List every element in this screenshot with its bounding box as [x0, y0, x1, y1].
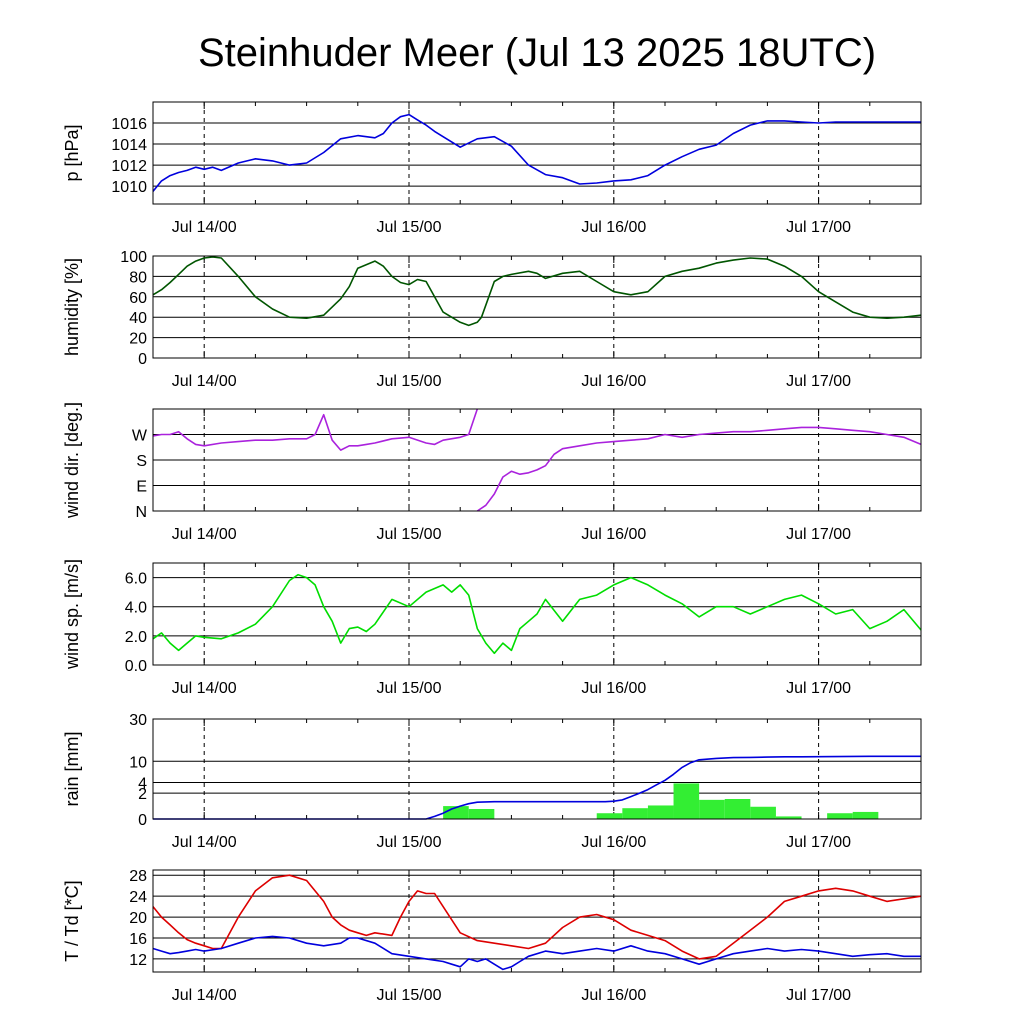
plot-frame	[152, 562, 922, 666]
y-tick-label: 10	[129, 754, 147, 771]
y-tick-label: 0.0	[125, 658, 147, 675]
y-tick-label: 4.0	[125, 600, 147, 617]
x-tick-label: Jul 15/00	[377, 373, 442, 390]
y-axis-label: rain [mm]	[62, 731, 82, 806]
chart-title: Steinhuder Meer (Jul 13 2025 18UTC)	[198, 31, 876, 75]
y-axis-label: wind sp. [m/s]	[62, 559, 82, 670]
x-tick-label: Jul 16/00	[581, 987, 646, 1004]
x-tick-label: Jul 14/00	[172, 680, 237, 697]
y-axis-label: T / Td [*C]	[62, 880, 82, 961]
x-tick-label: Jul 17/00	[786, 680, 851, 697]
x-tick-label: Jul 17/00	[786, 526, 851, 543]
y-tick-label: 6.0	[125, 571, 147, 588]
y-axis-label: p [hPa]	[62, 124, 82, 181]
plot-frame	[152, 101, 922, 205]
x-tick-label: Jul 16/00	[581, 680, 646, 697]
x-tick-label: Jul 17/00	[786, 987, 851, 1004]
x-tick-label: Jul 15/00	[377, 219, 442, 236]
y-tick-label: 40	[129, 310, 147, 327]
y-axis-label: wind dir. [deg.]	[62, 402, 82, 519]
x-tick-label: Jul 16/00	[581, 834, 646, 851]
panel-5: 12 16 20 24 28 T / Td [*C] Jul 14/00 Jul 15/00 J…	[62, 868, 922, 1004]
series-line	[152, 935, 921, 971]
y-tick-label: 20	[129, 331, 147, 348]
y-tick-label: 80	[129, 269, 147, 286]
series-line	[152, 573, 922, 655]
rain-bar	[468, 809, 495, 819]
y-axis-label: humidity [%]	[62, 258, 82, 356]
series-line	[152, 113, 921, 192]
x-tick-label: Jul 16/00	[581, 219, 646, 236]
series-line	[152, 408, 479, 451]
x-tick-label: Jul 15/00	[377, 834, 442, 851]
y-tick-label: 0	[138, 351, 147, 368]
x-tick-label: Jul 16/00	[581, 526, 646, 543]
x-tick-label: Jul 14/00	[172, 834, 237, 851]
y-tick-label: 0	[138, 812, 147, 829]
y-tick-label: W	[132, 428, 148, 445]
rain-bar	[647, 805, 674, 819]
y-tick-label: 60	[129, 290, 147, 307]
x-tick-label: Jul 16/00	[581, 373, 646, 390]
y-tick-label: 30	[129, 712, 147, 729]
y-tick-label: 1010	[111, 179, 147, 196]
y-tick-label: 28	[129, 868, 147, 885]
series-line	[152, 874, 922, 960]
rain-bar	[673, 783, 700, 819]
x-tick-label: Jul 14/00	[172, 987, 237, 1004]
x-tick-label: Jul 14/00	[172, 219, 237, 236]
series-line	[153, 755, 921, 820]
x-tick-label: Jul 17/00	[786, 834, 851, 851]
x-tick-label: Jul 17/00	[786, 373, 851, 390]
rain-bar	[750, 806, 776, 819]
x-tick-label: Jul 14/00	[172, 526, 237, 543]
rain-bar	[775, 816, 802, 819]
y-tick-label: 1014	[111, 137, 147, 154]
y-tick-label: 1012	[111, 158, 147, 175]
panel-0: 1010 1012 1014 1016 p [hPa] Jul 14/00 Jul 15/0…	[62, 101, 922, 236]
panel-4: 0 24 10 30 rain [mm] Jul 14/00 Jul 15/00 Jul 16…	[62, 712, 922, 851]
y-tick-label: 2.0	[125, 629, 147, 646]
plot-frame	[152, 408, 922, 512]
y-tick-label: 2	[138, 786, 147, 803]
x-tick-label: Jul 15/00	[377, 680, 442, 697]
rain-bar	[724, 799, 751, 819]
rain-bar	[622, 808, 648, 819]
y-tick-label: 12	[129, 952, 147, 969]
x-tick-label: Jul 17/00	[786, 219, 851, 236]
y-tick-label: 4	[138, 775, 147, 792]
rain-bar	[699, 799, 725, 819]
y-tick-label: N	[135, 504, 147, 521]
series-line	[152, 256, 922, 327]
plot-frame	[152, 869, 922, 973]
x-tick-label: Jul 14/00	[172, 373, 237, 390]
y-tick-label: S	[136, 453, 147, 470]
x-tick-label: Jul 15/00	[377, 987, 442, 1004]
series-line	[476, 426, 922, 512]
rain-bar	[596, 813, 623, 819]
y-tick-label: 16	[129, 931, 147, 948]
x-tick-label: Jul 15/00	[377, 526, 442, 543]
y-tick-label: E	[136, 479, 147, 496]
plot-frame	[152, 718, 922, 820]
panel-3: 0.0 2.0 4.0 6.0 wind sp. [m/s] Jul 14/00 Jul 1…	[62, 559, 922, 697]
rain-bar	[852, 811, 879, 819]
y-tick-label: 20	[129, 910, 147, 927]
panel-1: 0 20 40 60 80 100 humidity [%] Jul 14/00 Jul 15/…	[62, 249, 922, 390]
y-tick-label: 100	[120, 249, 147, 266]
y-tick-label: 24	[129, 889, 147, 906]
rain-bar	[827, 813, 853, 819]
plot-frame	[152, 255, 922, 359]
y-tick-label: 1016	[111, 116, 147, 133]
